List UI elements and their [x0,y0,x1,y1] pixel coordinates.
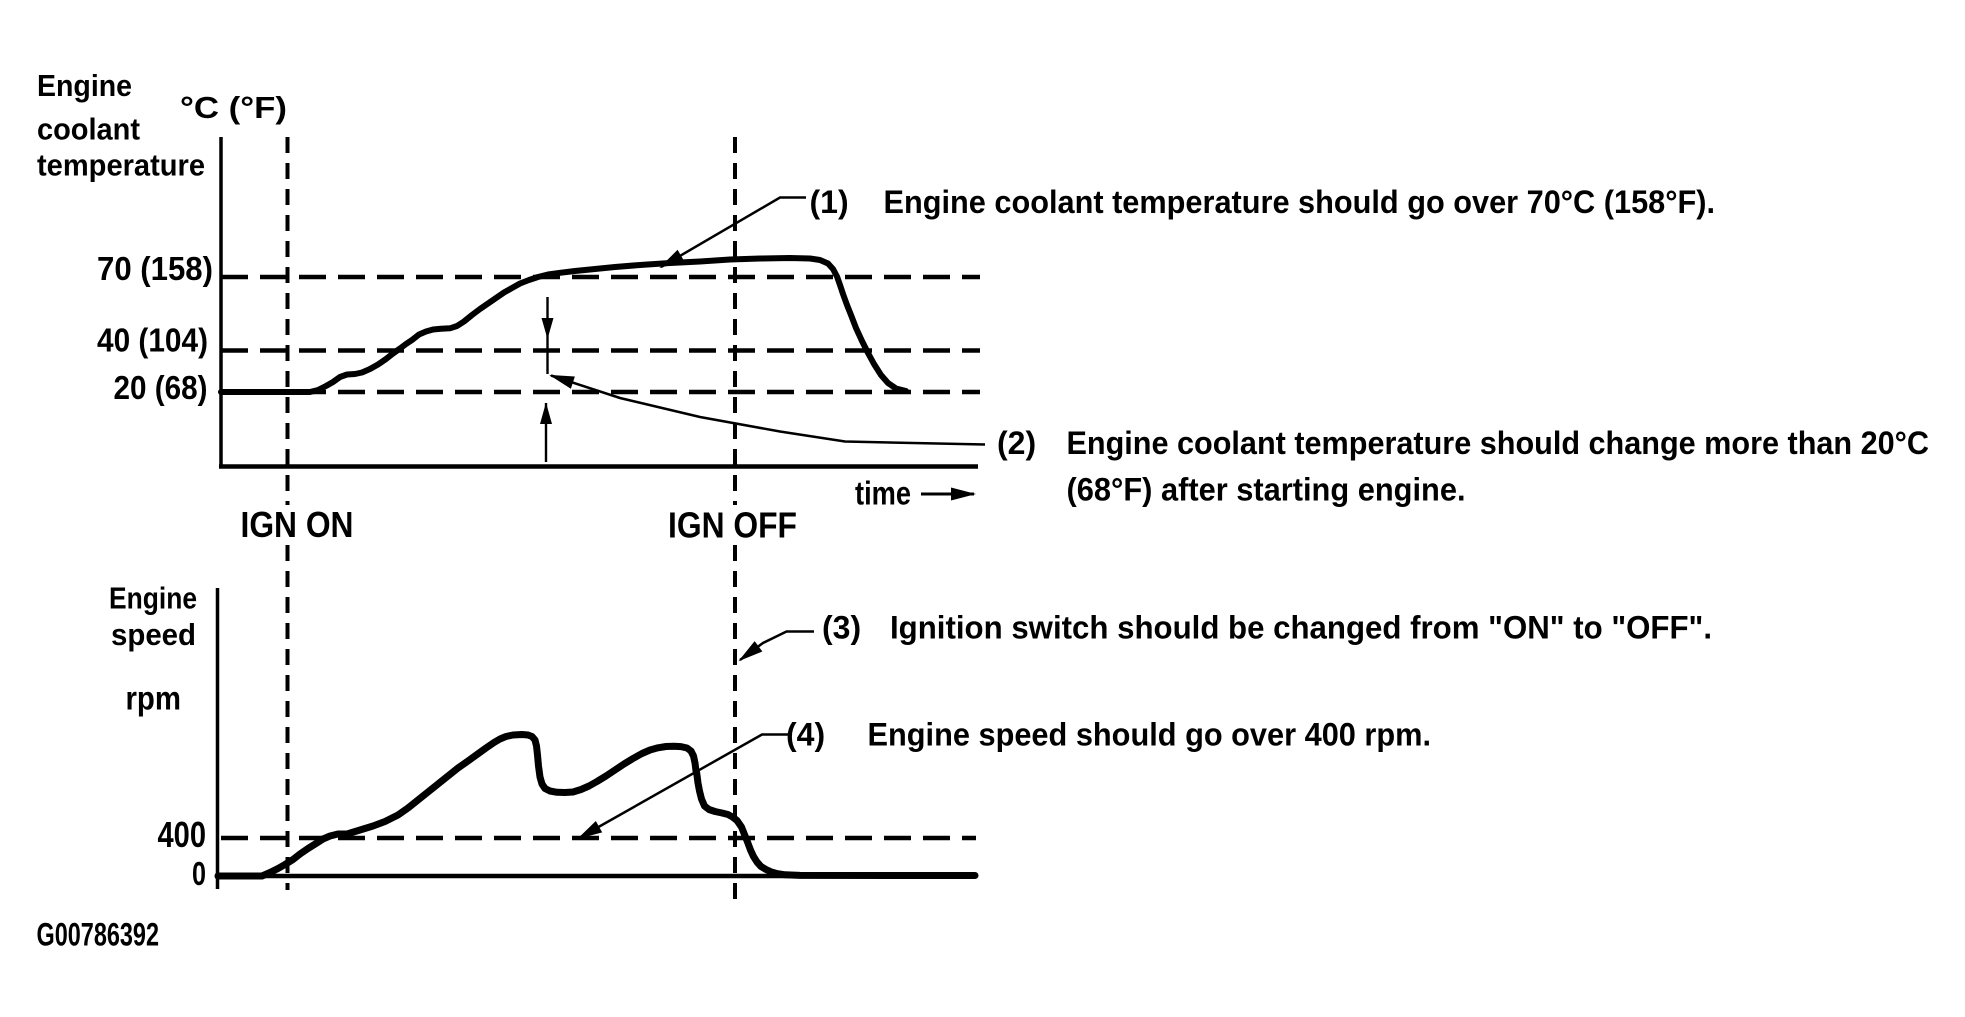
svg-text:(2): (2) [997,425,1036,461]
svg-text:Engine coolant temperature sho: Engine coolant temperature should change… [1067,425,1930,461]
svg-text:40 (104): 40 (104) [97,322,208,359]
svg-text:G00786392: G00786392 [37,917,160,953]
svg-text:Engine coolant temperature sho: Engine coolant temperature should go ove… [884,184,1716,220]
svg-text:0: 0 [192,855,206,892]
svg-text:time: time [855,475,911,512]
svg-text:temperature: temperature [37,148,205,183]
svg-text:speed: speed [111,617,196,652]
svg-text:20 (68): 20 (68) [114,369,208,406]
svg-text:70 (158): 70 (158) [97,250,213,287]
svg-text:°C (°F): °C (°F) [180,90,287,125]
svg-text:IGN OFF: IGN OFF [668,505,797,546]
svg-text:(4): (4) [786,717,825,753]
svg-text:IGN ON: IGN ON [241,504,354,545]
svg-text:Engine: Engine [37,68,132,103]
svg-text:coolant: coolant [37,112,140,147]
svg-text:Ignition switch should be chan: Ignition switch should be changed from "… [890,610,1712,646]
svg-text:Engine: Engine [109,581,197,616]
svg-text:400: 400 [158,814,207,855]
svg-text:rpm: rpm [126,680,182,717]
svg-text:(68°F) after starting engine.: (68°F) after starting engine. [1067,472,1466,508]
svg-text:Engine speed should go over 40: Engine speed should go over 400 rpm. [868,717,1432,753]
svg-text:(3): (3) [822,610,861,646]
svg-text:(1): (1) [810,184,849,220]
